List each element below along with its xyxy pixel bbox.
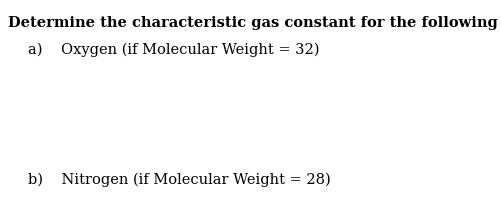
Text: a)    Oxygen (if Molecular Weight = 32): a) Oxygen (if Molecular Weight = 32): [28, 43, 320, 57]
Text: b)    Nitrogen (if Molecular Weight = 28): b) Nitrogen (if Molecular Weight = 28): [28, 173, 331, 187]
Text: Determine the characteristic gas constant for the following gases.: Determine the characteristic gas constan…: [8, 16, 501, 30]
